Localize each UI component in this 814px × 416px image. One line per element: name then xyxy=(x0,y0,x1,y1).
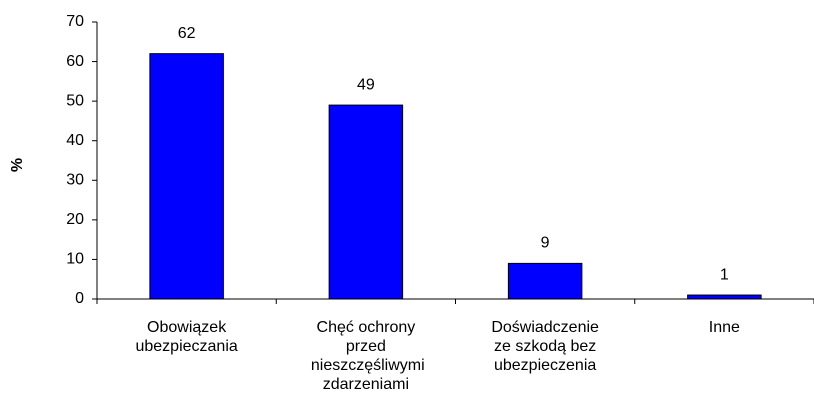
y-tick-label: 70 xyxy=(66,13,84,30)
bar xyxy=(687,294,762,300)
y-tick-label: 10 xyxy=(66,251,84,268)
x-tick-label: Obowiązek ubezpieczania xyxy=(135,319,238,355)
y-tick-label: 40 xyxy=(66,132,84,149)
bar xyxy=(149,53,224,300)
y-tick-label: 60 xyxy=(66,53,84,70)
data-label: 62 xyxy=(178,25,196,42)
bar xyxy=(328,104,404,300)
data-label: 49 xyxy=(357,76,375,93)
x-tick-label: Inne xyxy=(708,319,740,336)
data-label: 9 xyxy=(541,235,550,252)
x-tick-label: Chęć ochrony przed nieszczęśliwymi zdarz… xyxy=(310,319,425,393)
y-tick-label: 50 xyxy=(66,92,84,109)
x-tick-label: Doświadczenie ze szkodą bez ubezpieczeni… xyxy=(491,319,599,374)
y-tick-label: 0 xyxy=(75,290,84,307)
bar xyxy=(507,262,583,300)
y-axis-label: % xyxy=(9,158,26,172)
data-label: 1 xyxy=(720,266,729,283)
y-tick-label: 30 xyxy=(66,172,84,189)
y-tick-label: 20 xyxy=(66,211,84,228)
